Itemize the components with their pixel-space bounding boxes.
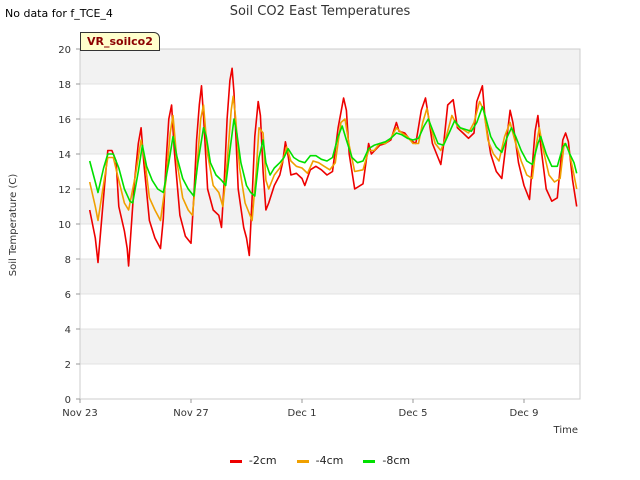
legend-label: -2cm [248,454,277,467]
y-tick-label: 8 [65,255,71,266]
grid-band [80,329,580,364]
x-tick-label: Dec 9 [510,408,539,419]
legend-swatch [229,459,242,463]
legend-item: -4cm [296,454,344,467]
y-tick-label: 6 [65,290,71,301]
y-tick-label: 4 [65,325,71,336]
x-axis-label: Time [553,425,578,436]
y-tick-label: 16 [58,115,71,126]
legend-item: -8cm [363,454,410,467]
series-line-4cm [88,95,578,222]
y-tick-label: 18 [58,80,71,91]
series-lines [88,67,578,267]
series-line-2cm [88,67,578,267]
x-tick-label: Dec 5 [399,408,428,419]
legend-item: -2cm [229,454,277,467]
legend-swatch [296,459,309,463]
y-tick-label: 0 [65,395,71,406]
x-tick-label: Nov 23 [62,408,97,419]
y-tick-label: 2 [65,360,71,371]
legend-label: -8cm [382,454,411,467]
y-tick-label: 20 [58,45,71,56]
grid-band [80,49,580,84]
grid-band [80,189,580,224]
y-tick-label: 14 [58,150,71,161]
legend-swatch [363,459,376,463]
x-tick-label: Nov 27 [173,408,208,419]
axes: 0 2 4 6 8 10 12 14 16 18 20 Nov 23 Nov 27 Dec 1 Dec 5 D… [58,45,581,419]
y-axis-label: Soil Temperature (C) [8,174,19,277]
grid-band [80,259,580,294]
legend-label: -4cm [315,454,344,467]
x-tick-label: Dec 1 [288,408,317,419]
y-tick-label: 10 [58,220,71,231]
series-line-8cm [88,106,578,204]
site-badge: VR_soilco2 [80,32,160,51]
legend: -2cm -4cm -8cm [0,454,640,467]
chart-title: Soil CO2 East Temperatures [229,4,411,19]
y-tick-label: 12 [58,185,71,196]
no-data-note: No data for f_TCE_4 [5,7,113,20]
grid-bands [80,48,580,400]
